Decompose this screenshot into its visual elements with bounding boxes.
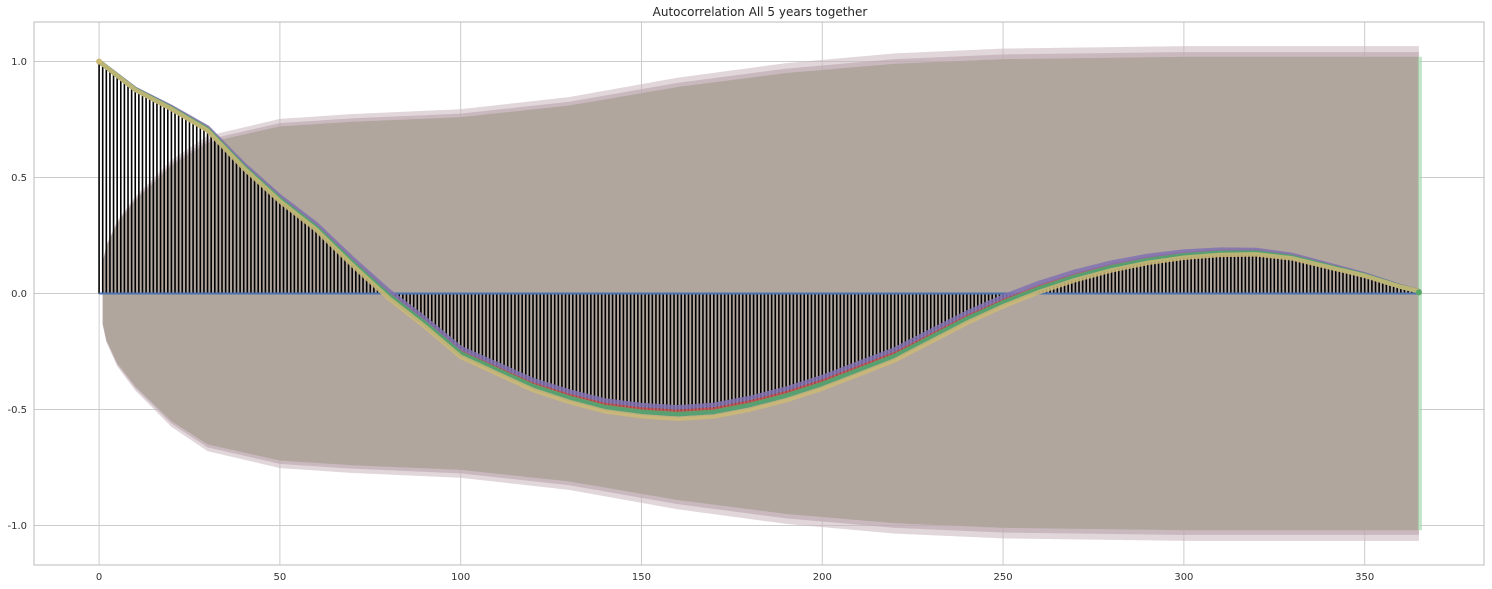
- x-tick-label: 50: [274, 572, 287, 583]
- x-tick-label: 100: [451, 572, 470, 583]
- x-tick-label: 150: [632, 572, 651, 583]
- x-tick-label: 200: [813, 572, 832, 583]
- x-tick-label: 250: [994, 572, 1013, 583]
- acf-series-line-5: [96, 59, 1422, 421]
- y-tick-label: -0.5: [7, 405, 27, 416]
- x-tick-labels: 0 50 100 150 200 250 300 350: [96, 572, 1374, 583]
- axes-frame: [33, 21, 1485, 566]
- acf-end-point: [1415, 289, 1422, 296]
- y-tick-label: 0.0: [11, 289, 27, 300]
- y-tick-labels: 1.0 0.5 0.0 -0.5 -1.0: [7, 57, 27, 532]
- x-tick-label: 300: [1174, 572, 1193, 583]
- y-tick-label: -1.0: [7, 521, 27, 532]
- y-tick-label: 1.0: [11, 57, 27, 68]
- x-tick-label: 0: [96, 572, 102, 583]
- x-tick-label: 350: [1355, 572, 1374, 583]
- acf-start-point: [96, 58, 103, 65]
- acf-series: [96, 58, 1422, 421]
- y-tick-label: 0.5: [11, 173, 27, 184]
- chart-title: Autocorrelation All 5 years together: [653, 5, 868, 19]
- acf-series-line-2: [96, 59, 1422, 410]
